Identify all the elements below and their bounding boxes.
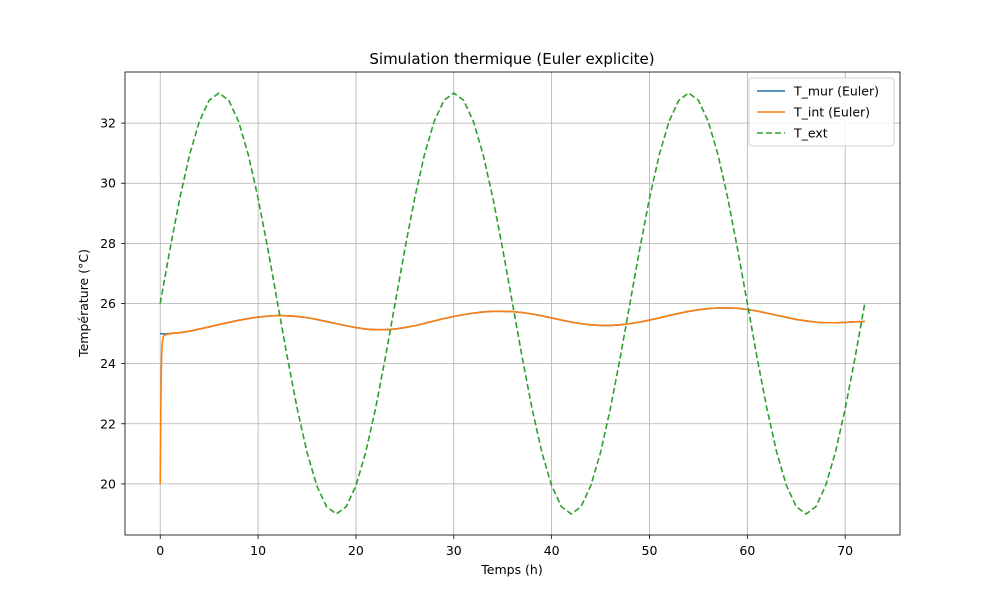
series-layer xyxy=(159,92,866,515)
legend-box xyxy=(748,77,895,147)
y-tick-label: 28 xyxy=(100,236,116,251)
x-tick-label: 20 xyxy=(348,543,364,558)
legend-entry-label: T_mur (Euler) xyxy=(793,84,879,99)
legend: T_mur (Euler) T_int (Euler) T_ext xyxy=(748,77,895,147)
x-tick-label: 50 xyxy=(642,543,658,558)
x-axis-label: Temps (h) xyxy=(480,562,542,577)
chart-title: Simulation thermique (Euler explicite) xyxy=(369,50,654,68)
x-tick-label: 60 xyxy=(739,543,755,558)
legend-entry-label: T_int (Euler) xyxy=(793,105,870,120)
y-axis-label: Température (°C) xyxy=(76,249,91,358)
x-tick-label: 0 xyxy=(156,543,164,558)
series-line-1 xyxy=(159,307,865,484)
y-axis: 20 22 24 26 28 30 32 xyxy=(100,116,125,491)
series-line-2 xyxy=(159,92,866,515)
y-tick-label: 30 xyxy=(100,176,116,191)
y-tick-label: 24 xyxy=(100,356,116,371)
x-tick-label: 70 xyxy=(837,543,853,558)
x-tick-label: 40 xyxy=(544,543,560,558)
x-tick-label: 10 xyxy=(250,543,266,558)
y-tick-label: 26 xyxy=(100,296,116,311)
legend-entry-label: T_ext xyxy=(793,126,828,141)
x-axis: 0 10 20 30 40 50 60 70 xyxy=(156,535,853,558)
y-tick-label: 20 xyxy=(100,476,116,491)
y-tick-label: 22 xyxy=(100,416,116,431)
x-tick-label: 30 xyxy=(446,543,462,558)
y-tick-label: 32 xyxy=(100,116,116,131)
